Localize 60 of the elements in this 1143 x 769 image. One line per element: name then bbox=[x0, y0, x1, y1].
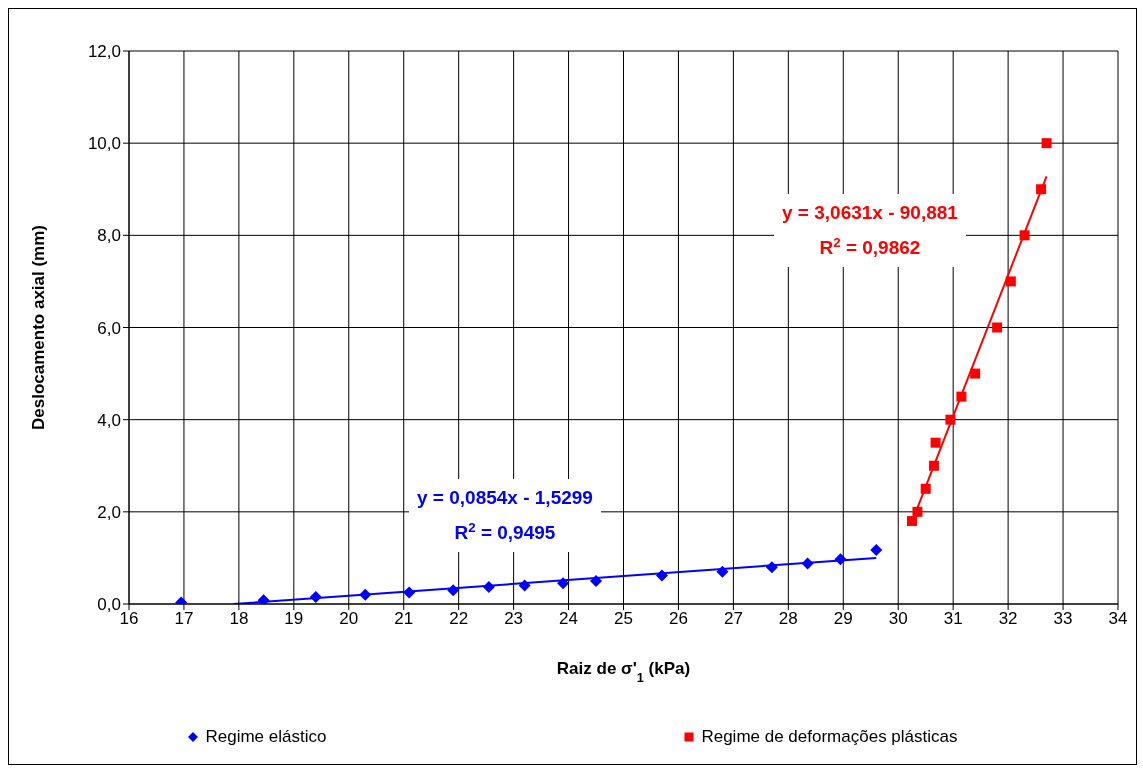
x-tick-label: 22 bbox=[449, 609, 469, 629]
y-axis-title: Deslocamento axial (mm) bbox=[29, 224, 48, 431]
point bbox=[309, 591, 322, 604]
legend-label: Regime de deformações plásticas bbox=[701, 727, 958, 747]
x-tick-label: 17 bbox=[174, 609, 194, 629]
x-tick-label: 16 bbox=[119, 609, 139, 629]
x-tick-label: 20 bbox=[339, 609, 359, 629]
x-tick-label: 19 bbox=[284, 609, 304, 629]
point bbox=[557, 577, 570, 590]
point bbox=[1005, 276, 1016, 287]
y-tick-label: 12,0 bbox=[87, 42, 121, 62]
point bbox=[257, 594, 270, 604]
point bbox=[945, 414, 956, 425]
y-tick-label: 6,0 bbox=[97, 318, 121, 338]
point bbox=[359, 588, 372, 601]
y-tick-label: 8,0 bbox=[97, 226, 121, 246]
point bbox=[518, 579, 531, 592]
point bbox=[906, 516, 917, 527]
x-tick-label: 29 bbox=[833, 609, 853, 629]
x-tick-label: 34 bbox=[1108, 609, 1128, 629]
point bbox=[870, 544, 883, 557]
point bbox=[590, 574, 603, 587]
x-tick-label: 30 bbox=[888, 609, 908, 629]
point bbox=[912, 506, 923, 517]
y-tick-label: 2,0 bbox=[97, 502, 121, 522]
point bbox=[482, 580, 495, 593]
point bbox=[403, 586, 416, 599]
point bbox=[801, 557, 814, 570]
point bbox=[447, 584, 460, 597]
x-tick-label: 23 bbox=[504, 609, 524, 629]
point bbox=[920, 483, 931, 494]
y-tick-label: 0,0 bbox=[97, 595, 121, 615]
point bbox=[1019, 230, 1030, 241]
point bbox=[765, 561, 778, 574]
x-tick-label: 18 bbox=[229, 609, 249, 629]
y-tick-label: 10,0 bbox=[87, 134, 121, 154]
x-axis-title: Raiz de σ'$_{1}$ (kPa) bbox=[556, 659, 691, 685]
point bbox=[956, 391, 967, 402]
point bbox=[655, 569, 668, 582]
annotation: y = 3,0631x - 90,881 R$^{2}$ = 0,9862 bbox=[782, 202, 958, 259]
x-tick-label: 27 bbox=[723, 609, 743, 629]
x-tick-label: 25 bbox=[614, 609, 633, 629]
x-tick-label: 32 bbox=[998, 609, 1018, 629]
point bbox=[834, 553, 847, 566]
x-tick-label: 26 bbox=[668, 609, 688, 629]
point bbox=[928, 460, 939, 471]
x-tick-label: 21 bbox=[394, 609, 414, 629]
x-tick-label: 33 bbox=[1053, 609, 1073, 629]
x-tick-label: 31 bbox=[943, 609, 963, 629]
point bbox=[992, 322, 1003, 333]
point bbox=[716, 565, 729, 578]
legend-label: Regime elástico bbox=[205, 727, 327, 747]
y-tick-label: 4,0 bbox=[97, 410, 121, 430]
point bbox=[930, 437, 941, 448]
point bbox=[1041, 138, 1052, 149]
point bbox=[1036, 184, 1047, 195]
x-tick-label: 28 bbox=[778, 609, 798, 629]
x-tick-label: 24 bbox=[559, 609, 579, 629]
point bbox=[970, 368, 981, 379]
annotation: y = 0,0854x - 1,5299 R$^{2}$ = 0,9495 bbox=[417, 487, 593, 544]
